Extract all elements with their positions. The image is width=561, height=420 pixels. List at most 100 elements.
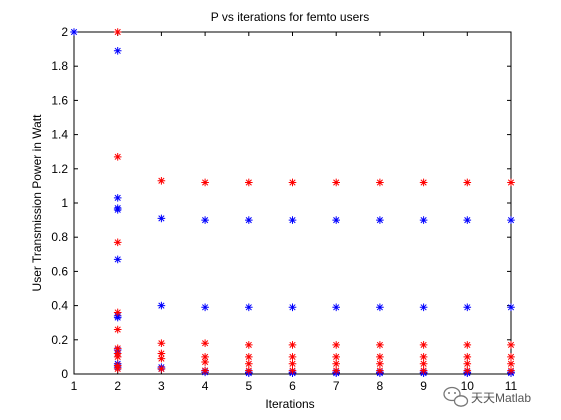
data-point (288, 303, 297, 312)
data-point (376, 303, 384, 312)
x-tick-label: 5 (245, 379, 252, 393)
data-point (376, 178, 384, 187)
data-point (332, 366, 340, 375)
data-point (463, 359, 472, 368)
y-tick-label: 1 (61, 196, 68, 210)
data-point (113, 313, 122, 322)
data-point (463, 303, 472, 312)
y-tick-label: 1.8 (51, 59, 68, 73)
data-point (376, 359, 384, 368)
data-point (332, 359, 340, 368)
data-point (201, 178, 209, 187)
data-point (201, 353, 209, 361)
data-point (507, 178, 515, 187)
data-point (157, 339, 166, 348)
y-tick-label: 1.4 (51, 128, 68, 142)
data-point (113, 325, 122, 334)
plot-area (73, 31, 512, 375)
x-tick-label: 3 (158, 379, 165, 393)
data-point (157, 301, 166, 310)
data-point (157, 176, 166, 185)
data-point (245, 353, 253, 361)
chart-title: P vs iterations for femto users (211, 10, 370, 24)
data-point (157, 354, 166, 363)
data-point (507, 303, 515, 312)
data-point (419, 303, 428, 312)
y-tick-label: 1.2 (51, 162, 68, 176)
x-tick-label: 11 (505, 379, 518, 393)
data-point (507, 341, 515, 349)
y-axis-label: User Transmission Power in Watt (30, 114, 44, 292)
data-point (463, 353, 472, 361)
data-point (201, 216, 209, 224)
data-point (332, 303, 340, 312)
data-point (507, 353, 515, 361)
data-point (376, 366, 384, 375)
watermark: 天天Matlab (443, 386, 531, 407)
x-tick-label: 1 (71, 379, 78, 393)
data-point (463, 216, 472, 224)
data-point (463, 341, 472, 349)
data-point (113, 47, 122, 55)
y-tick-label: 0.6 (51, 264, 68, 278)
x-tick-label: 4 (202, 379, 209, 393)
data-point (245, 359, 253, 368)
data-point (113, 153, 122, 161)
data-point (507, 366, 515, 375)
data-point (419, 359, 428, 368)
x-tick-label: 10 (461, 379, 475, 393)
data-point (113, 194, 122, 202)
data-point (507, 359, 515, 368)
data-point (113, 255, 122, 264)
data-point (201, 303, 209, 312)
data-point (113, 206, 122, 214)
y-tick-label: 0.2 (51, 333, 68, 347)
axis-ticks: 1 2 3 4 5 6 7 8 9 10 11 0 0.2 0.4 0.6 0.8 1 1.2 1.4 1.6 1.8 2 (51, 25, 517, 393)
data-point (113, 344, 122, 353)
data-point (113, 365, 122, 373)
data-point (245, 216, 253, 224)
data-point (419, 178, 428, 187)
x-tick-label: 9 (420, 379, 427, 393)
data-point (332, 216, 340, 224)
data-point (288, 216, 297, 224)
data-point (113, 353, 122, 361)
data-point (507, 216, 515, 224)
data-point (332, 178, 340, 187)
data-point (463, 366, 472, 375)
x-tick-label: 6 (289, 379, 296, 393)
x-tick-label: 7 (333, 379, 340, 393)
series-2 (113, 28, 515, 375)
data-point (419, 341, 428, 349)
x-tick-label: 2 (114, 379, 121, 393)
data-point (376, 341, 384, 349)
data-point (245, 341, 253, 349)
data-point (288, 178, 297, 187)
data-point (463, 178, 472, 187)
data-point (245, 303, 253, 312)
data-point (419, 216, 428, 224)
data-point (157, 365, 166, 373)
x-axis-label: Iterations (265, 397, 314, 411)
data-point (157, 349, 166, 358)
y-tick-label: 0 (61, 367, 68, 381)
data-point (288, 353, 297, 361)
data-point (376, 353, 384, 361)
y-tick-label: 1.6 (51, 93, 68, 107)
data-point (419, 366, 428, 375)
data-point (70, 28, 78, 36)
data-point (113, 308, 122, 317)
data-point (419, 353, 428, 361)
data-point (332, 341, 340, 349)
data-point (113, 28, 122, 36)
data-point (245, 366, 253, 375)
data-point (157, 214, 166, 223)
data-point (201, 358, 209, 366)
data-point (201, 366, 209, 375)
data-point (376, 216, 384, 224)
x-tick-label: 8 (377, 379, 384, 393)
data-marks (70, 28, 515, 377)
data-point (288, 366, 297, 375)
watermark-text: 天天Matlab (471, 391, 531, 405)
